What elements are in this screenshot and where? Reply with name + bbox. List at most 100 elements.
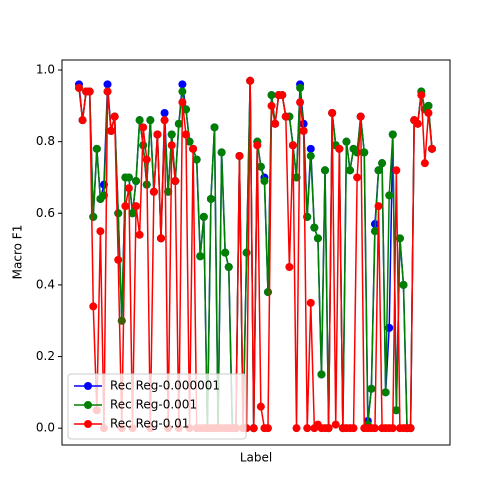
data-point	[249, 424, 258, 433]
data-point	[246, 76, 255, 85]
data-point	[85, 87, 94, 96]
data-point	[370, 424, 379, 433]
data-point	[89, 302, 98, 311]
y-tick-label: 0.0	[36, 421, 55, 435]
data-point	[157, 234, 166, 243]
legend-marker	[84, 401, 92, 409]
data-point	[196, 252, 205, 261]
data-point	[342, 137, 351, 146]
data-point	[413, 119, 422, 128]
data-point	[406, 424, 415, 433]
data-point	[89, 212, 98, 221]
data-point	[306, 144, 315, 153]
data-point	[132, 177, 141, 186]
data-point	[428, 144, 436, 153]
data-point	[399, 280, 408, 289]
data-point	[374, 166, 383, 175]
data-point	[278, 91, 287, 100]
legend: Rec Reg-0.000001 Rec Reg-0.001 Rec Reg-0.0…	[67, 373, 247, 440]
data-point	[235, 151, 244, 160]
data-point	[260, 177, 269, 186]
data-point	[267, 91, 276, 100]
data-point	[110, 112, 119, 121]
data-point	[353, 173, 362, 182]
data-point	[331, 420, 340, 429]
data-point	[75, 83, 83, 92]
data-point	[420, 159, 429, 168]
data-point	[281, 112, 290, 121]
legend-marker	[84, 382, 92, 390]
plot-frame	[61, 59, 451, 446]
data-point	[378, 159, 387, 168]
y-tick-label: 0.4	[36, 277, 55, 291]
data-point	[103, 80, 112, 89]
data-point	[388, 130, 397, 139]
data-point	[199, 212, 208, 221]
y-tick-label: 0.8	[36, 134, 55, 148]
data-point	[121, 202, 130, 211]
data-point	[256, 162, 265, 171]
data-point	[296, 83, 305, 92]
data-point	[292, 424, 301, 433]
legend-label: Rec Reg-0.000001	[110, 379, 220, 393]
data-point	[285, 263, 294, 272]
data-point	[324, 424, 333, 433]
data-point	[178, 80, 187, 89]
data-point	[417, 91, 426, 100]
data-point	[253, 141, 262, 150]
data-point	[206, 194, 215, 203]
data-point	[167, 130, 176, 139]
data-point	[107, 126, 116, 135]
data-point	[103, 87, 112, 96]
y-tick-label: 0.2	[36, 349, 55, 363]
data-point	[135, 116, 144, 125]
data-point	[217, 148, 226, 157]
data-point	[321, 166, 330, 175]
x-axis-label: Label	[240, 451, 272, 465]
data-point	[303, 424, 312, 433]
data-point	[146, 116, 155, 125]
data-point	[135, 230, 144, 239]
data-point	[142, 155, 151, 164]
data-point	[221, 248, 230, 257]
data-point	[96, 227, 105, 236]
y-axis-label: Macro F1	[11, 225, 25, 280]
data-point	[128, 209, 137, 218]
data-point	[171, 177, 180, 186]
data-point	[306, 298, 315, 307]
data-point	[189, 144, 198, 153]
data-point	[132, 202, 141, 211]
data-point	[124, 184, 133, 193]
data-point	[210, 123, 219, 132]
data-point	[263, 424, 272, 433]
data-point	[296, 98, 305, 107]
data-point	[92, 144, 101, 153]
data-point	[114, 209, 123, 218]
data-point	[385, 191, 394, 200]
data-point	[160, 109, 169, 118]
data-point	[317, 370, 326, 379]
data-point	[192, 155, 201, 164]
legend-label: Rec Reg-0.01	[110, 417, 189, 431]
data-point	[349, 424, 358, 433]
legend-box	[67, 373, 247, 440]
data-point	[360, 148, 369, 157]
data-point	[381, 388, 390, 397]
data-point	[313, 234, 322, 243]
data-point	[139, 123, 148, 132]
data-point	[178, 87, 187, 96]
data-point	[353, 148, 362, 157]
data-point	[370, 227, 379, 236]
data-point	[424, 101, 433, 110]
data-point	[288, 141, 297, 150]
legend-marker	[84, 420, 92, 428]
data-point	[310, 223, 319, 232]
data-point	[124, 173, 133, 182]
legend-label: Rec Reg-0.001	[110, 398, 197, 412]
data-point	[181, 130, 190, 139]
data-point	[392, 406, 401, 415]
data-point	[149, 187, 158, 196]
data-point	[271, 119, 280, 128]
data-point	[345, 166, 354, 175]
